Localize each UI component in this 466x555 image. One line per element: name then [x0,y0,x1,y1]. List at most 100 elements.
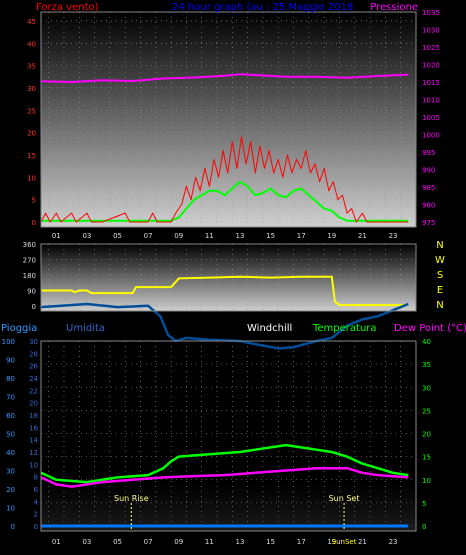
rain-tick-label: 30 [6,468,15,476]
pressure-tick-label: 1030 [422,27,440,35]
x-tick-label: 11 [205,232,214,240]
temperature-tick-label: 30 [422,384,431,392]
x-tick-label: 09 [174,538,183,546]
x-tick-label: 23 [389,232,398,240]
temperature-legend: Temperatura [312,323,377,334]
direction-tick-label: 180 [23,272,36,280]
wind-tick-label: 30 [27,85,36,93]
rain-tick-label: 50 [6,431,15,439]
temperature-line [40,443,409,484]
windchill-legend: Windchill [247,323,292,334]
pressure-tick-label: 980 [422,202,435,210]
pressure-axis-title: Pressione [370,2,418,13]
dewpoint-line [40,466,409,488]
humidity-tick-label: 26 [29,363,38,371]
direction-line [41,275,409,307]
sunset-label: Sun Set [329,494,360,503]
humidity-line [40,302,409,350]
x-tick-label: 23 [389,538,398,546]
compass-label: W [435,255,445,266]
rain-tick-label: 70 [6,394,15,402]
pressure-tick-label: 1025 [422,44,440,52]
x-tick-label: 05 [113,232,122,240]
humidity-tick-label: 16 [29,424,38,432]
wind-panel-bg [41,12,416,227]
rain-axis-title: Pioggia [1,323,37,334]
x-tick-label: 17 [297,232,306,240]
humidity-tick-label: 6 [34,486,39,494]
x-tick-label: 01 [52,538,61,546]
x-tick-label: 11 [205,538,214,546]
pressure-tick-label: 1000 [422,132,440,140]
wind-tick-label: 15 [27,152,36,160]
rain-tick-label: 40 [6,449,15,457]
wind-panel-border [40,11,417,228]
humidity-tick-label: 4 [34,498,39,506]
direction-tick-label: 360 [23,241,36,249]
direction-tick-label: 270 [23,257,36,265]
humidity-tick-label: 28 [29,350,38,358]
pressure-tick-label: 995 [422,149,435,157]
wind-tick-label: 0 [32,219,36,227]
sunrise-label: Sun Rise [114,494,149,503]
x-tick-label: 15 [266,538,275,546]
x-tick-label: 17 [297,538,306,546]
wind-tick-label: 35 [27,63,36,71]
rain-tick-label: 80 [6,375,15,383]
x-tick-label: 13 [236,232,245,240]
rain-tick-label: 90 [6,357,15,365]
sunset-tick-label: SunSet [332,538,357,546]
dewpoint-legend: Dew Point (°C) [394,323,466,334]
temperature-tick-label: 5 [422,500,426,508]
rain-tick-label: 20 [6,486,15,494]
temperature-tick-label: 20 [422,431,431,439]
rain-tick-label: 60 [6,412,15,420]
temp-panel-bg [41,341,416,531]
temperature-tick-label: 15 [422,454,431,462]
wind-tick-label: 5 [32,197,36,205]
rain-tick-label: 100 [2,338,15,346]
x-tick-label: 21 [358,232,367,240]
temperature-tick-label: 0 [422,523,426,531]
compass-label: N [436,300,443,311]
pressure-line [40,73,409,83]
x-tick-label: 07 [144,538,153,546]
x-tick-label: 15 [266,232,275,240]
humidity-tick-label: 24 [29,375,38,383]
chart-title: 24 hour graph (au : 25 Maggio 2018 [172,2,353,13]
temperature-tick-label: 35 [422,361,431,369]
x-tick-label: 21 [358,538,367,546]
pressure-tick-label: 985 [422,184,435,192]
humidity-tick-label: 12 [29,449,38,457]
direction-panel-border [40,243,417,312]
compass-label: S [437,270,443,281]
x-tick-label: 01 [52,232,61,240]
pressure-tick-label: 975 [422,219,435,227]
wind-tick-label: 10 [27,174,36,182]
x-tick-label: 09 [174,232,183,240]
pressure-tick-label: 990 [422,167,435,175]
direction-tick-label: 90 [27,288,36,296]
temperature-tick-label: 25 [422,407,431,415]
wind-line [40,136,409,223]
humidity-tick-label: 8 [34,474,38,482]
x-tick-label: 13 [236,538,245,546]
wind-tick-label: 40 [27,40,36,48]
pressure-tick-label: 1035 [422,9,440,17]
compass-label: E [437,285,443,296]
pressure-tick-label: 1020 [422,62,440,70]
direction-tick-label: 0 [32,303,36,311]
humidity-tick-label: 2 [34,511,38,519]
humidity-tick-label: 10 [29,461,38,469]
rain-tick-label: 10 [6,505,15,513]
pressure-tick-label: 1015 [422,79,440,87]
gust-line [41,180,409,222]
wind-tick-label: 45 [27,18,36,26]
wind-tick-label: 20 [27,130,36,138]
x-tick-label: 03 [82,538,91,546]
temperature-tick-label: 40 [422,338,431,346]
humidity-tick-label: 22 [29,387,38,395]
wind-axis-title: Forza vento) [36,2,99,13]
pressure-tick-label: 1005 [422,114,440,122]
